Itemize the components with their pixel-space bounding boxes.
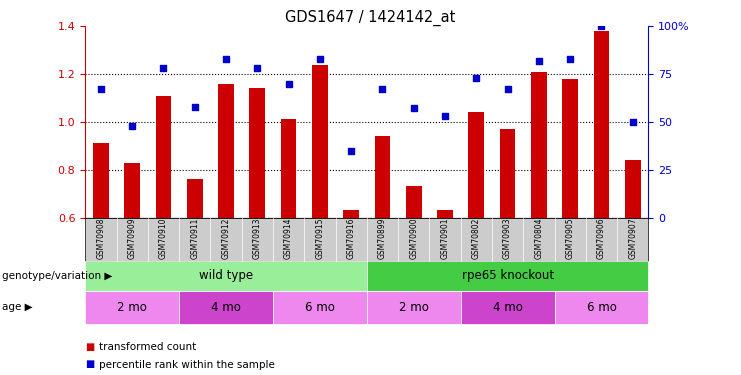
Text: 4 mo: 4 mo — [493, 301, 522, 314]
Point — [95, 86, 107, 92]
Bar — [562, 79, 578, 218]
Bar — [250, 88, 265, 218]
Bar — [531, 72, 547, 217]
Point — [251, 65, 263, 71]
Text: 2 mo: 2 mo — [399, 301, 428, 314]
Bar — [499, 129, 516, 218]
Text: 6 mo: 6 mo — [587, 301, 617, 314]
Text: percentile rank within the sample: percentile rank within the sample — [99, 360, 274, 369]
Point — [564, 56, 576, 62]
Text: GSM70905: GSM70905 — [565, 217, 575, 259]
Text: ■: ■ — [85, 360, 94, 369]
Point — [596, 23, 608, 29]
Bar — [375, 136, 391, 218]
Text: GSM70914: GSM70914 — [284, 217, 293, 259]
Text: GDS1647 / 1424142_at: GDS1647 / 1424142_at — [285, 9, 456, 26]
Text: 6 mo: 6 mo — [305, 301, 335, 314]
Text: GSM70901: GSM70901 — [440, 217, 450, 259]
Bar — [343, 210, 359, 218]
Text: GSM70908: GSM70908 — [96, 217, 105, 259]
Text: wild type: wild type — [199, 269, 253, 282]
Text: 4 mo: 4 mo — [211, 301, 241, 314]
Point — [345, 148, 357, 154]
Text: GSM70903: GSM70903 — [503, 217, 512, 259]
Text: GSM70900: GSM70900 — [409, 217, 418, 259]
Text: GSM70916: GSM70916 — [347, 217, 356, 259]
Bar — [406, 186, 422, 218]
Bar — [625, 160, 640, 218]
Text: GSM70909: GSM70909 — [127, 217, 136, 259]
Point — [627, 119, 639, 125]
Point — [220, 56, 232, 62]
Text: rpe65 knockout: rpe65 knockout — [462, 269, 554, 282]
Text: GSM70899: GSM70899 — [378, 217, 387, 259]
Point — [408, 105, 419, 111]
Point — [282, 81, 294, 87]
Bar — [468, 112, 484, 218]
Point — [439, 113, 451, 119]
Text: GSM70802: GSM70802 — [472, 217, 481, 259]
Text: GSM70913: GSM70913 — [253, 217, 262, 259]
Text: GSM70915: GSM70915 — [316, 217, 325, 259]
Bar — [187, 179, 202, 218]
Text: genotype/variation ▶: genotype/variation ▶ — [2, 271, 113, 280]
Text: GSM70907: GSM70907 — [628, 217, 637, 259]
Text: GSM70912: GSM70912 — [222, 217, 230, 259]
Text: GSM70804: GSM70804 — [534, 217, 543, 259]
Point — [189, 104, 201, 110]
Point — [314, 56, 326, 62]
Bar — [124, 162, 140, 218]
Bar — [218, 84, 234, 218]
Bar — [437, 210, 453, 218]
Text: GSM70911: GSM70911 — [190, 217, 199, 259]
Point — [471, 75, 482, 81]
Bar — [594, 31, 609, 217]
Bar — [93, 143, 109, 218]
Text: GSM70906: GSM70906 — [597, 217, 606, 259]
Point — [158, 65, 170, 71]
Point — [502, 86, 514, 92]
Text: age ▶: age ▶ — [2, 303, 33, 312]
Text: 2 mo: 2 mo — [117, 301, 147, 314]
Text: ■: ■ — [85, 342, 94, 352]
Point — [376, 86, 388, 92]
Text: GSM70910: GSM70910 — [159, 217, 168, 259]
Bar — [156, 96, 171, 218]
Text: transformed count: transformed count — [99, 342, 196, 352]
Point — [126, 123, 138, 129]
Point — [533, 58, 545, 64]
Bar — [281, 120, 296, 218]
Bar — [312, 64, 328, 218]
